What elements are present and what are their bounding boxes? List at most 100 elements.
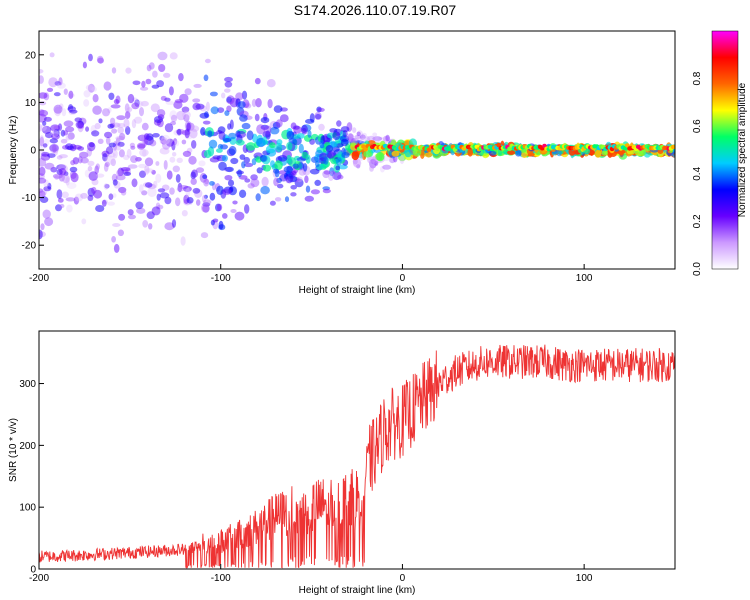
heatmap-cell (202, 204, 210, 213)
heatmap-cell (80, 157, 89, 164)
heatmap-cell (87, 142, 96, 152)
heatmap-cell (160, 95, 167, 101)
heatmap-cell (83, 90, 91, 98)
heatmap-cell (372, 136, 383, 141)
heatmap-cell (188, 155, 197, 165)
heatmap-cell (157, 51, 168, 61)
heatmap-cell (147, 187, 157, 198)
heatmap-cell (134, 100, 144, 108)
heatmap-cell (196, 199, 201, 206)
heatmap-cell (243, 156, 250, 164)
heatmap-cell (41, 125, 52, 134)
heatmap-cell (39, 109, 49, 117)
heatmap-cell (192, 187, 201, 194)
heatmap-cell (184, 128, 190, 139)
heatmap-cell (142, 149, 147, 157)
heatmap-cell (351, 150, 360, 161)
heatmap-cell (198, 160, 206, 167)
heatmap-cell (382, 135, 391, 142)
heatmap-cell (63, 171, 69, 177)
heatmap-cell (169, 187, 175, 195)
heatmap-cell (239, 114, 248, 122)
heatmap-cell (39, 189, 47, 196)
heatmap-cell (184, 88, 192, 96)
heatmap-cell (244, 103, 252, 109)
heatmap-cell (74, 193, 84, 202)
heatmap-cell (369, 165, 374, 172)
heatmap-cell (310, 189, 320, 195)
top-y-ticks: -20 -10 0 10 20 (22, 50, 44, 252)
heatmap-cell (223, 138, 232, 142)
heatmap-cell (260, 186, 270, 195)
x-tick-label: 100 (576, 573, 593, 584)
heatmap-cell (116, 115, 126, 121)
heatmap-cell (244, 178, 251, 183)
heatmap-cell (113, 99, 120, 105)
heatmap-cell (273, 177, 279, 187)
heatmap-cell (39, 92, 48, 99)
heatmap-cell (115, 135, 125, 141)
heatmap-cell (189, 128, 198, 139)
heatmap-cell (131, 178, 138, 188)
heatmap-cell (169, 110, 178, 120)
heatmap-cell (256, 167, 263, 174)
heatmap-cell (272, 121, 281, 129)
heatmap-cell (56, 164, 66, 171)
heatmap-cell (359, 134, 366, 140)
heatmap-cell (155, 173, 162, 183)
heatmap-cell (367, 135, 376, 142)
heatmap-cell (60, 138, 68, 144)
chart-title: S174.2026.110.07.19.R07 (293, 2, 457, 18)
heatmap-cell (157, 188, 166, 193)
heatmap-cell (286, 154, 292, 164)
heatmap-cell (250, 174, 258, 181)
heatmap-cell (243, 162, 254, 168)
heatmap-cell (39, 157, 47, 167)
heatmap-cell (113, 243, 120, 253)
heatmap-cell (286, 141, 293, 151)
heatmap-cell (254, 77, 261, 85)
heatmap-cell (286, 130, 295, 140)
heatmap-cell (141, 122, 149, 131)
heatmap-cell (283, 166, 294, 173)
heatmap-cell (230, 157, 239, 165)
heatmap-cell (208, 139, 218, 149)
heatmap-cell (241, 90, 248, 100)
heatmap-cell (63, 120, 74, 127)
heatmap-cell (139, 170, 146, 178)
heatmap-cell (42, 143, 48, 148)
heatmap-cell (95, 205, 105, 212)
heatmap-cell (241, 161, 246, 169)
heatmap-cell (358, 153, 364, 161)
heatmap-cell (302, 163, 308, 172)
heatmap-cell (70, 160, 76, 166)
heatmap-cell (190, 171, 196, 180)
heatmap-cell (117, 141, 125, 147)
heatmap-cell (51, 133, 60, 140)
heatmap-cell (112, 223, 121, 227)
heatmap-cell (315, 160, 320, 168)
heatmap-cell (273, 105, 283, 113)
heatmap-cell (215, 203, 222, 212)
heatmap-cell (39, 189, 44, 197)
heatmap-cell (250, 178, 260, 188)
heatmap-cell (120, 167, 131, 172)
heatmap-cell (356, 130, 364, 140)
heatmap-cell (98, 118, 103, 124)
heatmap-cell (221, 154, 228, 162)
heatmap-cell (107, 201, 115, 206)
x-tick-label: 100 (576, 273, 593, 284)
heatmap-cell (601, 150, 608, 156)
heatmap-cell (131, 102, 140, 110)
heatmap-cell (325, 145, 334, 153)
heatmap-cell (181, 106, 190, 113)
heatmap-cell (118, 186, 127, 194)
heatmap-cell (39, 229, 43, 240)
heatmap-cell (201, 203, 209, 213)
heatmap-cell (67, 93, 76, 98)
heatmap-cell (171, 141, 176, 151)
heatmap-cell (141, 190, 148, 196)
heatmap-cell (363, 150, 372, 158)
heatmap-cell (181, 210, 188, 217)
